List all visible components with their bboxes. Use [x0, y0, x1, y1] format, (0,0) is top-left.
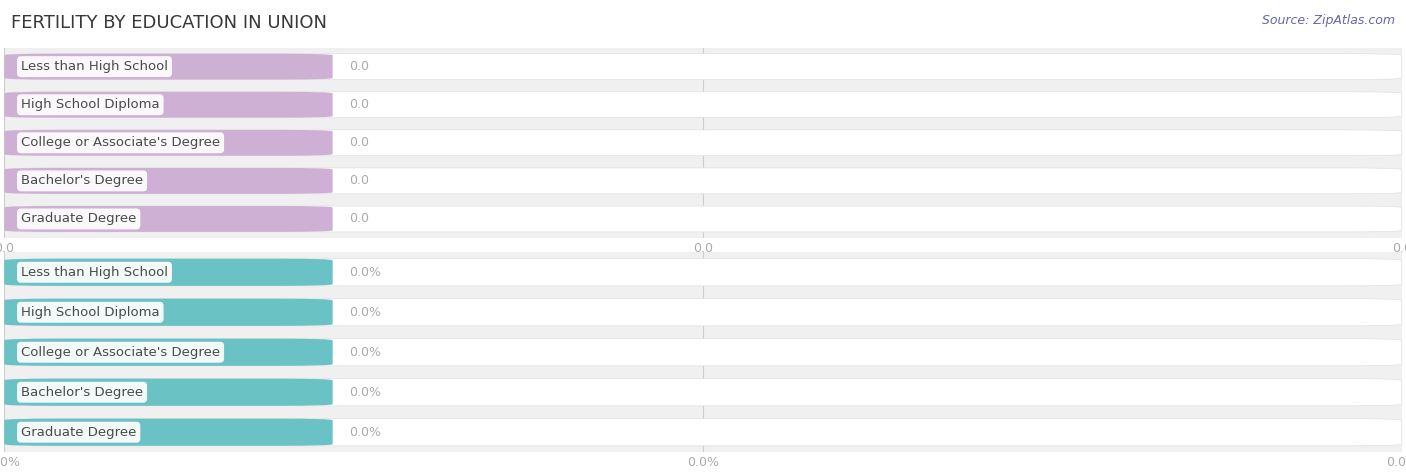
- FancyBboxPatch shape: [4, 130, 333, 156]
- FancyBboxPatch shape: [4, 258, 1402, 286]
- FancyBboxPatch shape: [4, 418, 1402, 446]
- FancyBboxPatch shape: [4, 54, 333, 79]
- FancyBboxPatch shape: [4, 168, 1402, 194]
- FancyBboxPatch shape: [4, 258, 333, 286]
- FancyBboxPatch shape: [4, 206, 1402, 232]
- Text: Graduate Degree: Graduate Degree: [21, 426, 136, 439]
- Text: 0.0%: 0.0%: [350, 426, 381, 439]
- Text: 0.0: 0.0: [350, 60, 370, 73]
- Text: 0.0%: 0.0%: [350, 346, 381, 359]
- Text: 0.0: 0.0: [350, 174, 370, 188]
- FancyBboxPatch shape: [4, 92, 1402, 118]
- Text: High School Diploma: High School Diploma: [21, 306, 160, 319]
- FancyBboxPatch shape: [4, 54, 1402, 79]
- Text: Less than High School: Less than High School: [21, 60, 167, 73]
- Text: Source: ZipAtlas.com: Source: ZipAtlas.com: [1261, 14, 1395, 27]
- Text: 0.0%: 0.0%: [350, 306, 381, 319]
- FancyBboxPatch shape: [4, 92, 333, 118]
- Text: College or Associate's Degree: College or Associate's Degree: [21, 346, 221, 359]
- Text: 0.0%: 0.0%: [350, 386, 381, 399]
- FancyBboxPatch shape: [4, 298, 1402, 326]
- FancyBboxPatch shape: [4, 168, 333, 194]
- Text: Bachelor's Degree: Bachelor's Degree: [21, 174, 143, 188]
- FancyBboxPatch shape: [4, 378, 1402, 406]
- FancyBboxPatch shape: [4, 338, 333, 366]
- Text: Bachelor's Degree: Bachelor's Degree: [21, 386, 143, 399]
- FancyBboxPatch shape: [4, 378, 333, 406]
- FancyBboxPatch shape: [4, 130, 1402, 156]
- FancyBboxPatch shape: [4, 338, 1402, 366]
- Text: FERTILITY BY EDUCATION IN UNION: FERTILITY BY EDUCATION IN UNION: [11, 14, 328, 32]
- Text: High School Diploma: High School Diploma: [21, 98, 160, 111]
- FancyBboxPatch shape: [4, 298, 333, 326]
- Text: 0.0: 0.0: [350, 212, 370, 226]
- Text: College or Associate's Degree: College or Associate's Degree: [21, 136, 221, 149]
- Text: Less than High School: Less than High School: [21, 266, 167, 279]
- FancyBboxPatch shape: [4, 206, 333, 232]
- Text: 0.0%: 0.0%: [350, 266, 381, 279]
- FancyBboxPatch shape: [4, 418, 333, 446]
- Text: Graduate Degree: Graduate Degree: [21, 212, 136, 226]
- Text: 0.0: 0.0: [350, 98, 370, 111]
- Text: 0.0: 0.0: [350, 136, 370, 149]
